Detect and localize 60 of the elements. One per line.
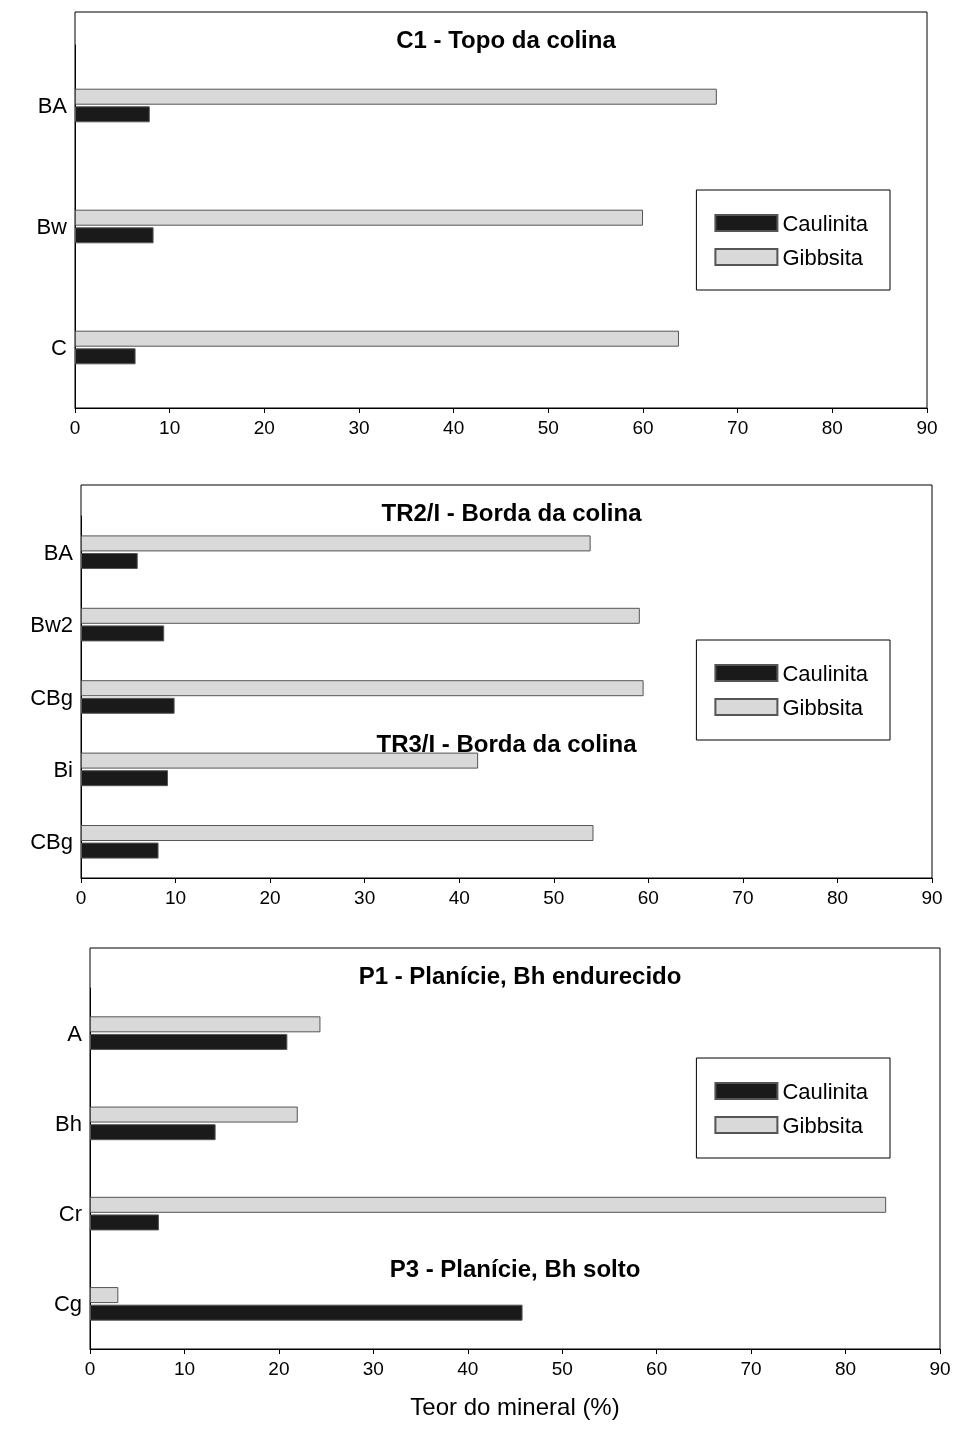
x-tick-label: 60 xyxy=(632,417,654,438)
x-tick-label: 60 xyxy=(637,887,659,908)
annotation: TR3/I - Borda da colina xyxy=(376,729,638,757)
x-tick-label: 70 xyxy=(740,1358,762,1379)
legend-label: Caulinita xyxy=(782,660,869,686)
x-tick-label: 20 xyxy=(259,887,281,908)
y-tick-label: Cg xyxy=(53,1291,82,1317)
bar xyxy=(81,680,644,697)
y-tick-label: C xyxy=(51,335,68,360)
x-tick-label: 80 xyxy=(826,887,849,908)
bar xyxy=(90,1033,288,1050)
text: C1 - Topo da colina xyxy=(396,25,617,53)
y-tick-label: Cr xyxy=(58,1201,82,1227)
x-tick-label: 20 xyxy=(268,1358,290,1379)
x-tick-label: 0 xyxy=(75,887,87,908)
legend-label: Gibbsita xyxy=(782,694,864,720)
x-axis-title: Teor do mineral (%) xyxy=(410,1392,620,1420)
x-tick-label: 90 xyxy=(929,1358,951,1379)
y-tick-label: BA xyxy=(37,93,68,118)
text: TR2/I - Borda da colina xyxy=(381,498,643,526)
x-tick-label: 60 xyxy=(646,1358,668,1379)
x-tick-label: 50 xyxy=(537,417,559,438)
text: P1 - Planície, Bh endurecido xyxy=(358,961,682,989)
y-tick-label: Bw2 xyxy=(30,612,73,638)
y-tick-label: A xyxy=(67,1020,83,1046)
legend-label: Caulinita xyxy=(782,210,869,236)
x-tick-label: 40 xyxy=(448,887,470,908)
bar xyxy=(81,697,175,714)
x-tick-label: 80 xyxy=(821,417,843,438)
x-tick-label: 20 xyxy=(253,417,275,438)
y-tick-label: Bw xyxy=(36,214,68,239)
y-tick-label: Bh xyxy=(55,1110,82,1136)
x-tick-label: 0 xyxy=(84,1358,96,1379)
x-tick-label: 50 xyxy=(543,887,565,908)
y-tick-label: CBg xyxy=(30,829,73,855)
legend-label: Caulinita xyxy=(782,1078,869,1104)
bar xyxy=(90,1016,321,1033)
y-tick-label: BA xyxy=(43,539,74,565)
x-tick-label: 0 xyxy=(69,417,81,438)
x-tick-label: 70 xyxy=(727,417,749,438)
x-tick-label: 30 xyxy=(348,417,370,438)
y-tick-label: CBg xyxy=(30,684,73,710)
x-tick-label: 50 xyxy=(551,1358,573,1379)
bar xyxy=(90,1304,523,1321)
bar xyxy=(90,1287,119,1304)
x-tick-label: 70 xyxy=(732,887,754,908)
y-tick-label: Bi xyxy=(53,756,73,782)
legend-label: Gibbsita xyxy=(782,1112,864,1138)
x-tick-label: 10 xyxy=(173,1358,196,1379)
x-tick-label: 30 xyxy=(354,887,376,908)
x-tick-label: 90 xyxy=(921,887,943,908)
legend-label: Gibbsita xyxy=(782,244,864,270)
x-tick-label: 10 xyxy=(164,887,187,908)
x-tick-label: 10 xyxy=(159,417,181,438)
x-tick-label: 30 xyxy=(362,1358,384,1379)
x-tick-label: 90 xyxy=(916,417,938,438)
x-tick-label: 40 xyxy=(457,1358,479,1379)
x-tick-label: 80 xyxy=(834,1358,857,1379)
annotation: P3 - Planície, Bh solto xyxy=(389,1255,641,1283)
x-tick-label: 40 xyxy=(443,417,465,438)
